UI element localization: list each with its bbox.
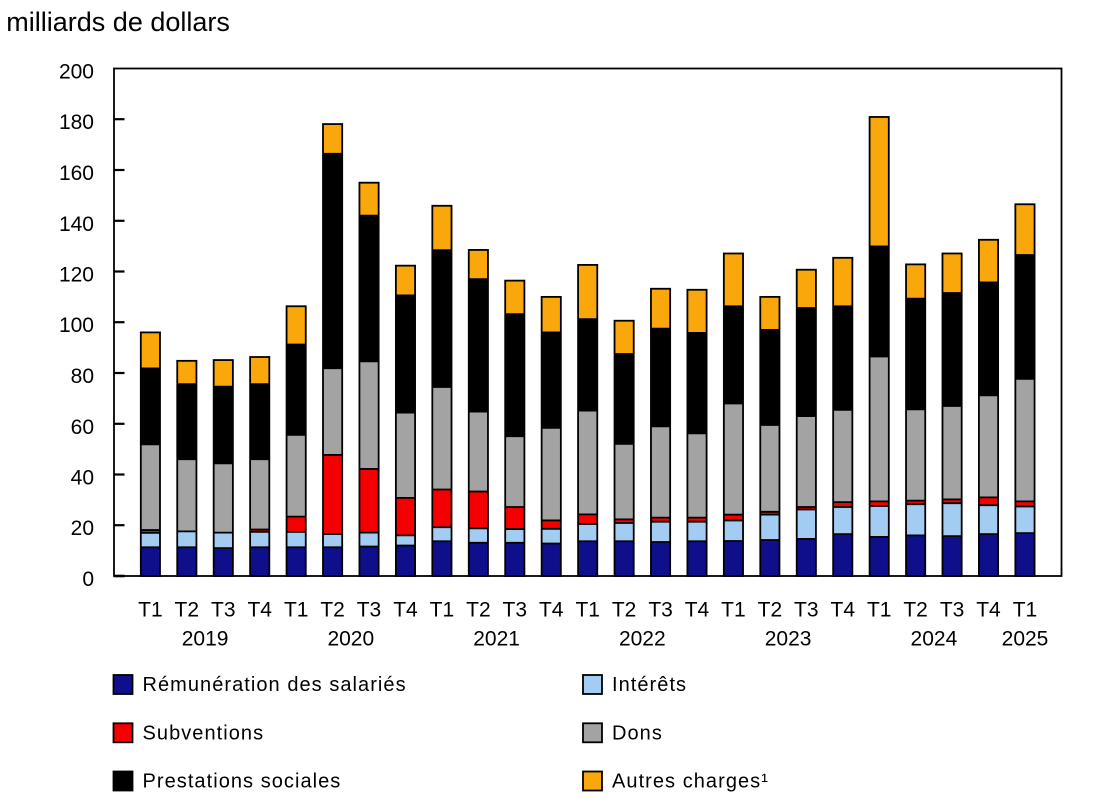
- svg-text:T3: T3: [357, 599, 382, 622]
- svg-text:2021: 2021: [473, 628, 520, 651]
- svg-text:T3: T3: [940, 599, 965, 622]
- svg-text:Autres charges¹: Autres charges¹: [612, 771, 769, 793]
- svg-text:T3: T3: [503, 599, 528, 622]
- svg-text:T4: T4: [685, 599, 710, 622]
- svg-text:T4: T4: [393, 599, 418, 622]
- svg-text:60: 60: [71, 416, 94, 439]
- svg-text:T2: T2: [320, 599, 345, 622]
- svg-text:T1: T1: [575, 599, 600, 622]
- svg-text:T2: T2: [175, 599, 200, 622]
- svg-text:2024: 2024: [911, 628, 958, 651]
- svg-text:20: 20: [71, 517, 94, 540]
- svg-text:T2: T2: [903, 599, 928, 622]
- svg-text:2025: 2025: [1002, 628, 1049, 651]
- svg-text:80: 80: [71, 365, 94, 388]
- svg-text:T1: T1: [1013, 599, 1038, 622]
- svg-text:T4: T4: [976, 599, 1001, 622]
- svg-text:0: 0: [82, 568, 94, 591]
- svg-text:100: 100: [59, 314, 94, 337]
- svg-text:T4: T4: [831, 599, 856, 622]
- svg-text:T2: T2: [758, 599, 783, 622]
- svg-text:T3: T3: [794, 599, 819, 622]
- svg-text:180: 180: [59, 111, 94, 134]
- svg-text:T1: T1: [867, 599, 892, 622]
- svg-text:2023: 2023: [765, 628, 812, 651]
- svg-text:Subventions: Subventions: [143, 722, 265, 744]
- svg-text:120: 120: [59, 264, 94, 287]
- svg-text:Intérêts: Intérêts: [612, 674, 687, 696]
- svg-text:T2: T2: [466, 599, 491, 622]
- svg-text:T3: T3: [211, 599, 236, 622]
- svg-text:T2: T2: [612, 599, 637, 622]
- svg-text:T1: T1: [138, 599, 163, 622]
- svg-text:2020: 2020: [327, 628, 374, 651]
- svg-text:2019: 2019: [182, 628, 229, 651]
- svg-text:200: 200: [59, 61, 94, 84]
- svg-text:140: 140: [59, 213, 94, 236]
- svg-text:2022: 2022: [619, 628, 666, 651]
- svg-text:T1: T1: [721, 599, 746, 622]
- svg-text:T3: T3: [648, 599, 673, 622]
- svg-text:Rémunération des salariés: Rémunération des salariés: [143, 674, 407, 696]
- svg-text:Dons: Dons: [612, 722, 663, 744]
- svg-text:T1: T1: [430, 599, 455, 622]
- svg-text:T4: T4: [539, 599, 564, 622]
- svg-text:40: 40: [71, 467, 94, 490]
- svg-text:T1: T1: [284, 599, 309, 622]
- svg-text:T4: T4: [247, 599, 272, 622]
- svg-text:milliards de dollars: milliards de dollars: [6, 7, 230, 37]
- svg-text:160: 160: [59, 162, 94, 185]
- svg-text:Prestations sociales: Prestations sociales: [143, 771, 342, 793]
